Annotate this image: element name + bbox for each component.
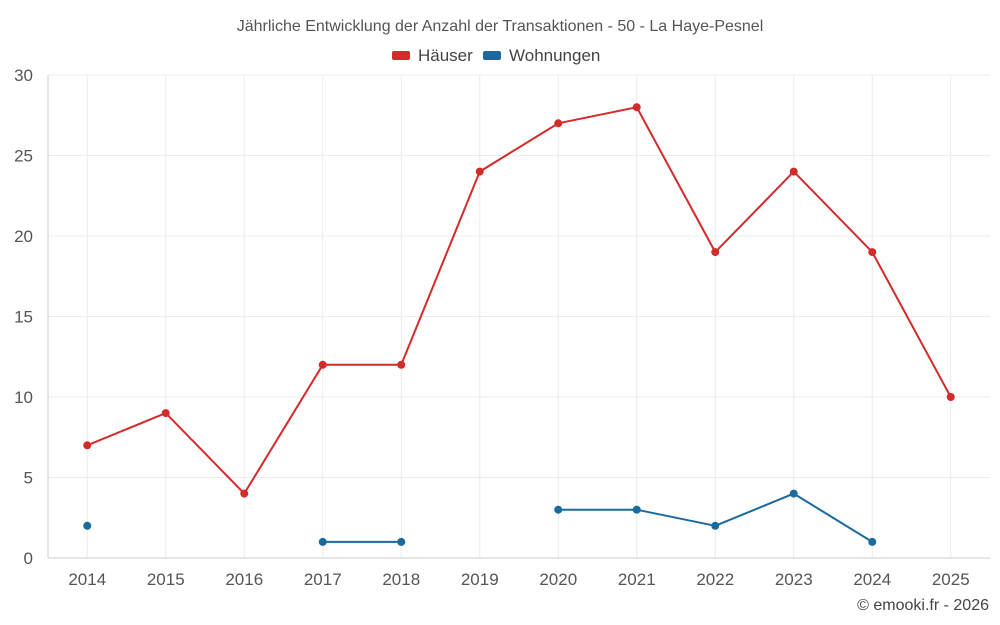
point-wohnungen-2014[interactable] — [83, 521, 92, 530]
point-haeuser-2014[interactable] — [83, 441, 92, 450]
x-tick-label-2017: 2017 — [304, 570, 342, 589]
point-haeuser-2016[interactable] — [240, 489, 249, 498]
point-haeuser-2024[interactable] — [868, 248, 877, 257]
point-haeuser-2015[interactable] — [161, 409, 170, 418]
point-wohnungen-2024[interactable] — [868, 537, 877, 546]
x-tick-label-2016: 2016 — [225, 570, 263, 589]
legend: Häuser Wohnungen — [392, 46, 600, 65]
point-wohnungen-2021[interactable] — [632, 505, 641, 514]
point-haeuser-2018[interactable] — [397, 360, 406, 369]
legend-swatch-wohnungen — [483, 51, 501, 60]
point-haeuser-2023[interactable] — [789, 167, 798, 176]
x-tick-label-2019: 2019 — [461, 570, 499, 589]
x-tick-label-2015: 2015 — [147, 570, 185, 589]
y-tick-label-30: 30 — [14, 66, 33, 85]
x-tick-label-2022: 2022 — [696, 570, 734, 589]
x-tick-label-2020: 2020 — [539, 570, 577, 589]
point-haeuser-2025[interactable] — [946, 393, 955, 401]
chart-title: Jährliche Entwicklung der Anzahl der Tra… — [237, 18, 764, 35]
point-wohnungen-2022[interactable] — [711, 521, 720, 530]
legend-label-wohnungen[interactable]: Wohnungen — [509, 46, 600, 65]
y-tick-label-15: 15 — [14, 308, 33, 327]
x-tick-label-2018: 2018 — [382, 570, 420, 589]
point-wohnungen-2017[interactable] — [318, 537, 327, 546]
point-wohnungen-2020[interactable] — [554, 505, 563, 514]
legend-swatch-haeuser — [392, 51, 410, 60]
point-haeuser-2019[interactable] — [475, 167, 484, 176]
point-wohnungen-2023[interactable] — [789, 489, 798, 498]
point-haeuser-2017[interactable] — [318, 360, 327, 369]
y-tick-label-0: 0 — [24, 549, 33, 568]
x-tick-label-2014: 2014 — [68, 570, 106, 589]
x-tick-label-2025: 2025 — [932, 570, 970, 589]
legend-label-haeuser[interactable]: Häuser — [418, 46, 473, 65]
series-line-haeuser-0 — [86, 106, 952, 495]
y-tick-label-25: 25 — [14, 147, 33, 166]
x-tick-label-2021: 2021 — [618, 570, 656, 589]
y-tick-label-10: 10 — [14, 388, 33, 407]
x-tick-label-2024: 2024 — [853, 570, 891, 589]
point-wohnungen-2018[interactable] — [397, 537, 406, 546]
y-tick-label-20: 20 — [14, 227, 33, 246]
grid — [48, 74, 990, 558]
series — [83, 103, 955, 546]
credit-text: © emooki.fr - 2026 — [857, 597, 989, 614]
point-haeuser-2020[interactable] — [554, 119, 563, 128]
point-haeuser-2022[interactable] — [711, 248, 720, 257]
y-tick-label-5: 5 — [24, 469, 33, 488]
point-haeuser-2021[interactable] — [632, 103, 641, 112]
x-tick-label-2023: 2023 — [775, 570, 813, 589]
